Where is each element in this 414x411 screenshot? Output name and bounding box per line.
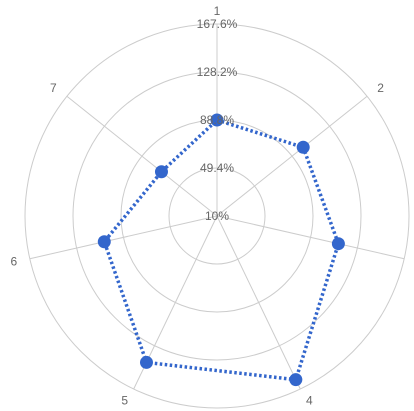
tick-label-layer: 10% 49.4% 88.8% 128.2% 167.6% — [197, 17, 238, 223]
radial-tick-label: 88.8% — [200, 113, 234, 127]
grid-spoke — [216, 215, 301, 390]
series-line — [102, 118, 341, 382]
category-label-layer: 1234567 — [10, 4, 384, 408]
radial-tick-label: 49.4% — [200, 161, 234, 175]
radial-tick-label: 128.2% — [197, 65, 238, 79]
data-point — [139, 355, 153, 369]
grid-spoke — [29, 215, 218, 260]
category-label: 5 — [121, 394, 128, 408]
data-point — [154, 165, 168, 179]
data-point — [331, 237, 345, 251]
radial-tick-label: 10% — [205, 209, 229, 223]
data-point — [210, 113, 224, 127]
grid-spoke — [216, 95, 368, 217]
grid-spoke — [216, 215, 405, 260]
category-label: 2 — [377, 81, 384, 95]
radial-tick-label: 167.6% — [197, 17, 238, 31]
grid-spoke — [66, 95, 218, 217]
category-label: 4 — [306, 394, 313, 408]
data-point — [296, 140, 310, 154]
category-label: 1 — [214, 4, 221, 18]
category-label: 7 — [50, 81, 57, 95]
data-point — [97, 235, 111, 249]
category-label: 6 — [10, 255, 17, 269]
series-layer — [97, 113, 345, 387]
data-point — [289, 373, 303, 387]
